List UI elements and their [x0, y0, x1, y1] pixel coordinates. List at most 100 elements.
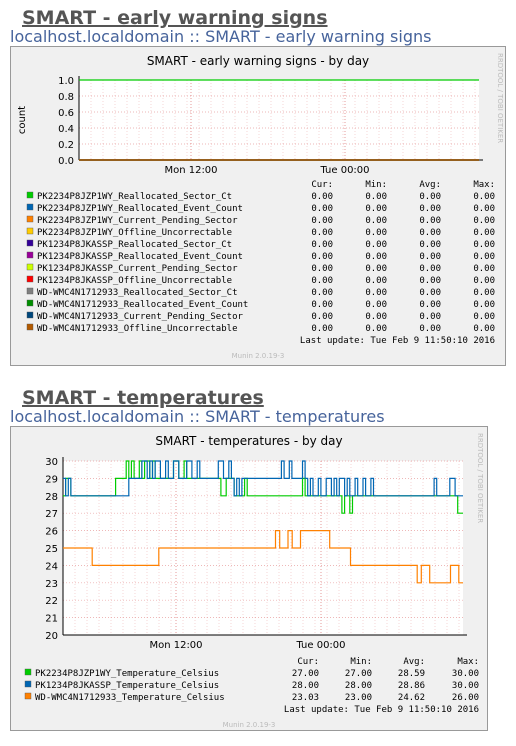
y-tick-label: 23 — [45, 579, 58, 590]
legend-series-name: PK1234P8JKASSP_Offline_Uncorrectable — [37, 276, 232, 286]
legend-swatch — [26, 215, 34, 223]
legend-cur-value: 23.03 — [292, 693, 319, 703]
legend-avg-value: 0.00 — [419, 252, 441, 262]
graph-temperatures[interactable]: SMART - temperatures - by day RRDTOOL / T… — [10, 426, 488, 731]
breadcrumb-separator: :: — [189, 27, 200, 46]
rrdtool-credit: RRDTOOL / TOBI OETIKER — [496, 53, 504, 143]
y-tick-label: 0.8 — [58, 92, 74, 103]
legend-cur-value: 0.00 — [311, 192, 333, 202]
legend-max-value: 30.00 — [452, 681, 479, 691]
graph-early-warning[interactable]: SMART - early warning signs - by day RRDT… — [10, 46, 506, 366]
chart-temperatures: SMART - temperatures - by day RRDTOOL / T… — [24, 433, 484, 729]
legend-swatch — [26, 287, 34, 295]
host-link[interactable]: localhost.localdomain — [10, 407, 185, 426]
host-link[interactable]: localhost.localdomain — [10, 27, 185, 46]
legend-max-value: 0.00 — [473, 240, 495, 250]
legend-max-value: 0.00 — [473, 228, 495, 238]
legend-series-name: PK1234P8JKASSP_Temperature_Celsius — [35, 681, 219, 691]
legend-max-value: 0.00 — [473, 204, 495, 214]
x-tick-label: Tue 00:00 — [319, 165, 369, 176]
legend-min-value: 0.00 — [365, 228, 387, 238]
legend-avg-value: 0.00 — [419, 216, 441, 226]
y-tick-label: 27 — [45, 509, 58, 520]
x-tick-label: Mon 12:00 — [149, 640, 202, 651]
legend-swatch — [26, 311, 34, 319]
munin-version: Munin 2.0.19-3 — [223, 721, 276, 729]
legend-max-value: 0.00 — [473, 276, 495, 286]
legend-max-value: 0.00 — [473, 216, 495, 226]
legend-avg-value: 0.00 — [419, 288, 441, 298]
y-tick-label: 0.2 — [58, 140, 74, 151]
legend-cur-value: 0.00 — [311, 264, 333, 274]
y-tick-label: 22 — [45, 596, 58, 607]
legend-swatch — [26, 263, 34, 271]
category-link[interactable]: SMART - early warning signs — [205, 27, 432, 46]
legend-series-name: WD-WMC4N1712933_Reallocated_Sector_Ct — [37, 288, 237, 298]
legend-avg-value: 0.00 — [419, 228, 441, 238]
legend-swatch — [26, 203, 34, 211]
legend-avg-value: 28.86 — [398, 681, 425, 691]
legend-min-value: 0.00 — [365, 264, 387, 274]
legend-header-avg: Avg: — [419, 180, 441, 190]
rrdtool-credit: RRDTOOL / TOBI OETIKER — [476, 433, 484, 523]
legend-cur-value: 0.00 — [311, 228, 333, 238]
graph-title: SMART - temperatures - by day — [155, 434, 342, 448]
legend-series-name: PK2234P8JZP1WY_Reallocated_Sector_Ct — [37, 192, 232, 202]
legend-swatch — [26, 275, 34, 283]
graph-title: SMART - early warning signs - by day — [147, 54, 369, 68]
legend-series-name: PK2234P8JZP1WY_Temperature_Celsius — [35, 669, 219, 679]
chart-early-warning: SMART - early warning signs - by day RRDT… — [17, 53, 504, 360]
legend-cur-value: 28.00 — [292, 681, 319, 691]
legend-swatch — [26, 299, 34, 307]
legend-max-value: 0.00 — [473, 300, 495, 310]
last-update: Last update: Tue Feb 9 11:50:10 2016 — [284, 705, 479, 715]
legend-series-name: PK2234P8JZP1WY_Reallocated_Event_Count — [37, 204, 243, 214]
legend-min-value: 0.00 — [365, 276, 387, 286]
x-tick-label: Tue 00:00 — [295, 640, 345, 651]
y-tick-label: 0.4 — [58, 124, 74, 135]
y-tick-label: 20 — [45, 631, 58, 642]
legend-min-value: 0.00 — [365, 300, 387, 310]
legend-series-name: WD-WMC4N1712933_Temperature_Celsius — [35, 693, 225, 703]
legend-cur-value: 0.00 — [311, 276, 333, 286]
legend-cur-value: 0.00 — [311, 288, 333, 298]
legend-series-name: WD-WMC4N1712933_Reallocated_Event_Count — [37, 300, 248, 310]
munin-version: Munin 2.0.19-3 — [232, 352, 285, 360]
legend-avg-value: 0.00 — [419, 300, 441, 310]
last-update: Last update: Tue Feb 9 11:50:10 2016 — [300, 336, 495, 346]
legend-series-name: PK1234P8JKASSP_Reallocated_Event_Count — [37, 252, 243, 262]
legend-cur-value: 0.00 — [311, 240, 333, 250]
y-tick-label: 21 — [45, 614, 58, 625]
legend-series-name: PK2234P8JZP1WY_Current_Pending_Sector — [37, 216, 238, 226]
legend-min-value: 0.00 — [365, 252, 387, 262]
legend-avg-value: 0.00 — [419, 204, 441, 214]
section-heading: SMART - temperatures — [22, 387, 264, 409]
category-link[interactable]: SMART - temperatures — [205, 407, 385, 426]
legend-cur-value: 0.00 — [311, 216, 333, 226]
legend-header-max: Max: — [473, 180, 495, 190]
legend-min-value: 28.00 — [345, 681, 372, 691]
legend-swatch — [26, 227, 34, 235]
legend-avg-value: 0.00 — [419, 324, 441, 334]
legend-min-value: 0.00 — [365, 216, 387, 226]
y-axis-label: count — [17, 106, 28, 134]
legend-max-value: 26.00 — [452, 693, 479, 703]
legend-header-avg: Avg: — [403, 657, 425, 667]
x-tick-label: Mon 12:00 — [164, 165, 217, 176]
legend-min-value: 0.00 — [365, 240, 387, 250]
legend-swatch — [24, 680, 32, 688]
legend-cur-value: 0.00 — [311, 312, 333, 322]
legend-min-value: 0.00 — [365, 204, 387, 214]
legend-header-cur: Cur: — [311, 180, 333, 190]
legend-min-value: 27.00 — [345, 669, 372, 679]
legend-series-name: PK1234P8JKASSP_Reallocated_Sector_Ct — [37, 240, 232, 250]
legend-header-max: Max: — [457, 657, 479, 667]
breadcrumb-separator: :: — [189, 407, 200, 426]
legend-max-value: 0.00 — [473, 312, 495, 322]
legend-avg-value: 0.00 — [419, 312, 441, 322]
legend-min-value: 0.00 — [365, 288, 387, 298]
legend-max-value: 30.00 — [452, 669, 479, 679]
plot-area — [79, 80, 479, 160]
legend-max-value: 0.00 — [473, 264, 495, 274]
legend-avg-value: 28.59 — [398, 669, 425, 679]
